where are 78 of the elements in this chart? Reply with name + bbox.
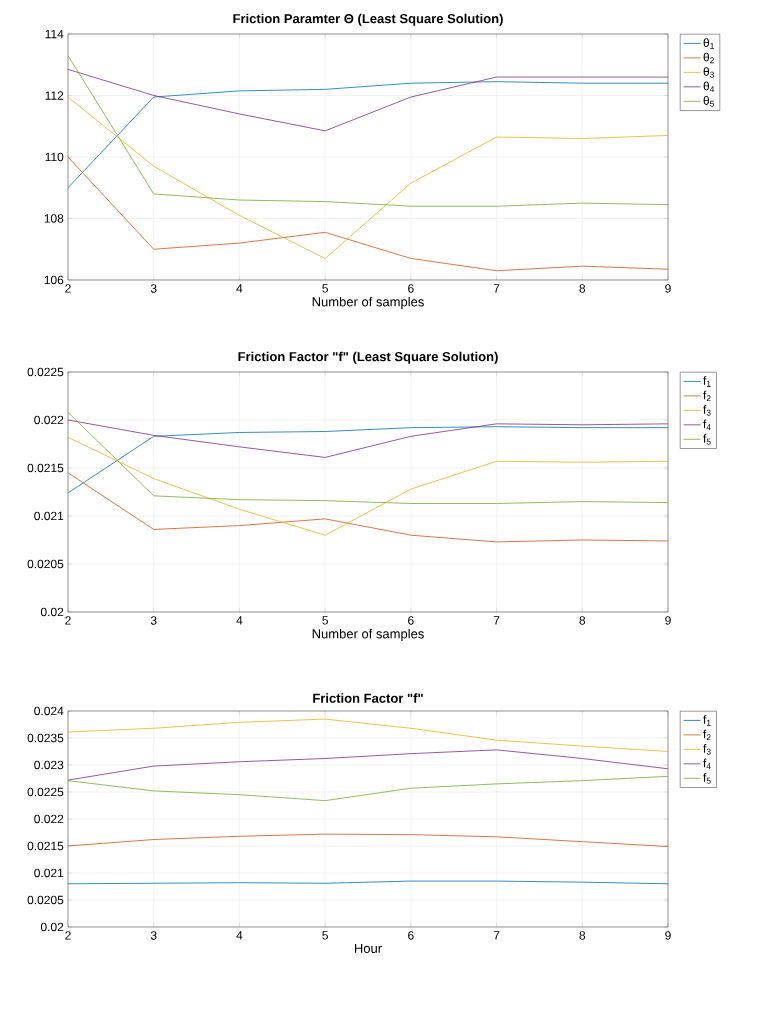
- y-tick-label: 0.02: [40, 922, 64, 932]
- x-tick-label: 5: [322, 616, 328, 625]
- y-tick-label: 110: [45, 152, 64, 162]
- y-tick-label: 0.0215: [27, 463, 64, 473]
- line-series: [68, 55, 668, 207]
- y-tick-label: 0.0205: [27, 895, 64, 905]
- line-series: [68, 749, 668, 781]
- x-tick-label: 5: [322, 931, 328, 940]
- line-series: [68, 436, 668, 536]
- x-tick-label: 4: [236, 284, 243, 293]
- line-series: [68, 419, 668, 458]
- x-axis-title: Number of samples: [312, 628, 424, 642]
- y-tick-label: 114: [45, 29, 64, 39]
- x-tick-label: 3: [150, 284, 157, 293]
- legend-label: f$_{2}$: [703, 390, 711, 402]
- line-series: [68, 718, 668, 752]
- y-tick-label: 112: [45, 91, 64, 100]
- legend-label: f$_{1}$: [703, 376, 711, 387]
- x-tick-label: 2: [65, 616, 71, 625]
- legend-label: θ$_{4}$: [703, 81, 715, 93]
- y-tick-label: 0.021: [34, 868, 64, 878]
- legend-label: f$_{2}$: [703, 729, 711, 741]
- legend-label: f$_{4}$: [703, 758, 711, 770]
- x-tick-label: 7: [493, 931, 500, 940]
- y-tick-label: 0.0215: [27, 841, 64, 851]
- x-tick-label: 4: [236, 616, 243, 625]
- legend-label: f$_{5}$: [703, 434, 711, 445]
- y-tick-label: 0.024: [34, 706, 64, 716]
- y-tick-label: 0.0225: [27, 787, 64, 797]
- legend-label: θ$_{2}$: [703, 52, 714, 64]
- legend-label: f$_{3}$: [703, 405, 711, 416]
- x-tick-label: 2: [65, 284, 71, 293]
- x-tick-label: 9: [665, 931, 671, 940]
- legend-label: θ$_{1}$: [703, 38, 714, 49]
- x-tick-label: 9: [665, 284, 671, 293]
- chart-title: Friction Paramter Θ (Least Square Solution): [233, 13, 503, 26]
- legend-label: f$_{5}$: [703, 773, 711, 784]
- x-tick-label: 8: [579, 616, 586, 625]
- x-tick-label: 4: [236, 931, 243, 940]
- x-tick-label: 6: [408, 931, 414, 940]
- y-tick-label: 0.0205: [27, 559, 64, 569]
- x-tick-label: 8: [579, 931, 586, 940]
- y-tick-label: 0.021: [34, 511, 64, 521]
- chart-title: Friction Factor "f" (Least Square Solution): [238, 351, 498, 364]
- line-series: [68, 833, 668, 847]
- x-tick-label: 7: [493, 284, 500, 293]
- y-tick-label: 0.0235: [27, 733, 64, 743]
- legend-label: f$_{1}$: [703, 715, 711, 726]
- y-tick-label: 0.022: [34, 415, 64, 425]
- legend-label: θ$_{3}$: [703, 67, 714, 78]
- x-axis-title: Hour: [354, 943, 382, 953]
- line-series: [68, 426, 668, 494]
- line-series: [68, 156, 668, 272]
- x-tick-label: 6: [408, 284, 414, 293]
- y-tick-label: 0.022: [34, 814, 64, 824]
- x-axis-title: Number of samples: [312, 296, 424, 309]
- x-tick-label: 6: [408, 616, 414, 625]
- y-tick-label: 0.023: [34, 760, 64, 770]
- line-series: [68, 472, 668, 543]
- y-tick-label: 0.0225: [27, 367, 64, 377]
- line-series: [68, 775, 668, 802]
- legend-label: f$_{4}$: [703, 419, 711, 431]
- legend-label: f$_{3}$: [703, 744, 711, 755]
- x-tick-label: 9: [665, 616, 671, 625]
- legend-label: θ$_{5}$: [703, 96, 714, 107]
- x-tick-label: 8: [579, 284, 586, 293]
- y-tick-label: 0.02: [40, 607, 64, 617]
- x-tick-label: 3: [150, 616, 157, 625]
- x-tick-label: 5: [322, 284, 328, 293]
- x-tick-label: 2: [65, 931, 71, 940]
- x-tick-label: 3: [150, 931, 157, 940]
- y-tick-label: 106: [44, 275, 64, 285]
- y-tick-label: 108: [44, 214, 64, 223]
- line-series: [68, 81, 668, 189]
- line-series: [68, 96, 668, 259]
- line-series: [68, 411, 668, 504]
- x-tick-label: 7: [493, 616, 500, 625]
- chart-title: Friction Factor "f": [313, 693, 423, 703]
